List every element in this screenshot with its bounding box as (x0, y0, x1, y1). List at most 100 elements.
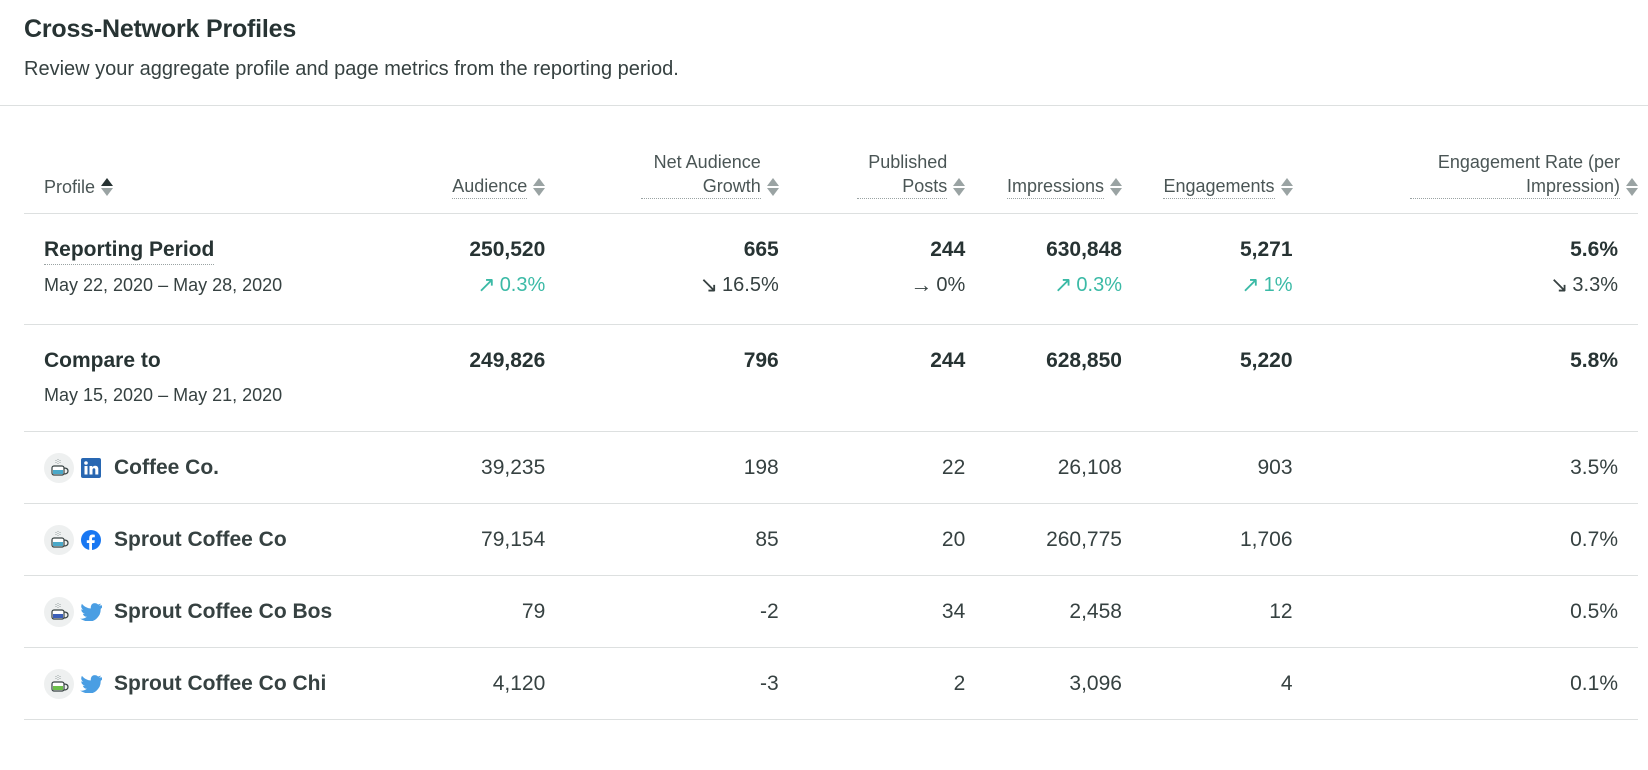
engagement-rate-value: 5.8% (1570, 349, 1618, 372)
net-growth-value: 85 (545, 503, 779, 576)
audience-value: 39,235 (413, 431, 546, 504)
net-growth-value: -3 (545, 647, 779, 720)
engagements-value: 5,220 (1239, 349, 1293, 372)
table-header-row: Profile Audience Net Audience Growth Pub… (24, 150, 1638, 214)
profile-name[interactable]: Sprout Coffee Co Bos (114, 599, 333, 623)
sort-icon[interactable] (1280, 178, 1293, 196)
engagements-value: 12 (1121, 575, 1293, 648)
engagements-value: 903 (1121, 431, 1293, 504)
audience-value: 249,826 (469, 349, 546, 372)
table-row: Sprout Coffee Co 79,154 85 20 260,775 1,… (24, 503, 1638, 576)
compare-period-label: Compare to (44, 349, 161, 372)
coffee-cup-avatar-icon (44, 668, 74, 699)
impressions-value: 630,848 (1046, 238, 1122, 261)
engagements-cell: 5,271 ↗ 1% (1121, 213, 1293, 325)
net-growth-change: ↘ 16.5% (699, 272, 779, 297)
net-growth-value: -2 (545, 575, 779, 648)
impressions-value: 26,108 (965, 431, 1122, 504)
column-header-label: Published Posts (857, 150, 948, 199)
trend-up-icon: ↗ (1053, 272, 1073, 297)
sort-icon[interactable] (1626, 178, 1638, 196)
profiles-table: Profile Audience Net Audience Growth Pub… (24, 150, 1638, 720)
posts-value: 34 (778, 575, 966, 648)
compare-period-row: Compare to May 15, 2020 – May 21, 2020 2… (24, 324, 1638, 432)
reporting-period-dates: May 22, 2020 – May 28, 2020 (44, 275, 283, 295)
engagement-rate-value: 3.5% (1292, 431, 1638, 504)
sort-icon[interactable] (953, 178, 966, 196)
engagement-rate-value: 0.5% (1292, 575, 1638, 648)
net-growth-value: 198 (545, 431, 779, 504)
trend-up-icon: ↗ (1241, 272, 1260, 297)
trend-down-icon: ↘ (1549, 272, 1569, 297)
twitter-icon (80, 601, 102, 623)
engagements-value: 5,271 (1239, 238, 1293, 261)
audience-value: 4,120 (413, 647, 546, 720)
column-header-label: Profile (44, 177, 96, 197)
audience-value: 79 (413, 575, 546, 648)
audience-cell: 250,520 ↗ 0.3% (413, 213, 546, 325)
table-row: Sprout Coffee Co Bos 79 -2 34 2,458 12 0… (24, 575, 1638, 648)
profile-name[interactable]: Coffee Co. (114, 455, 219, 479)
column-header-engagement-rate[interactable]: Engagement Rate (per Impression) (1292, 150, 1638, 214)
posts-cell: 244 → 0% (778, 213, 966, 325)
twitter-icon (80, 673, 102, 695)
trend-down-icon: ↘ (699, 272, 719, 297)
profile-name[interactable]: Sprout Coffee Co (114, 527, 287, 551)
impressions-value: 260,775 (965, 503, 1122, 576)
sort-icon[interactable] (101, 178, 114, 196)
posts-value: 2 (778, 647, 966, 720)
reporting-period-cell: Reporting Period May 22, 2020 – May 28, … (24, 213, 414, 325)
table-row: Coffee Co. 39,235 198 22 26,108 903 3.5% (24, 431, 1638, 504)
page-title: Cross-Network Profiles (24, 15, 297, 43)
engagements-value: 4 (1121, 647, 1293, 720)
linkedin-icon (80, 457, 102, 479)
column-header-label: Engagement Rate (per Impression) (1410, 150, 1620, 199)
column-header-published-posts[interactable]: Published Posts (778, 150, 966, 214)
impressions-value: 3,096 (965, 647, 1122, 720)
impressions-cell: 630,848 ↗ 0.3% (965, 213, 1122, 325)
column-header-label: Net Audience Growth (640, 150, 761, 199)
engagement-rate-value: 0.1% (1292, 647, 1638, 720)
net-growth-cell: 665 ↘ 16.5% (545, 213, 779, 325)
sort-icon[interactable] (1109, 178, 1122, 196)
coffee-cup-avatar-icon (44, 596, 74, 627)
page-subtitle: Review your aggregate profile and page m… (24, 58, 679, 80)
column-header-net-audience-growth[interactable]: Net Audience Growth (545, 150, 779, 214)
audience-change: ↗ 0.3% (477, 272, 546, 297)
trend-up-icon: ↗ (477, 272, 496, 297)
engagements-value: 1,706 (1121, 503, 1293, 576)
posts-value: 22 (778, 431, 966, 504)
engagement-rate-cell: 5.6% ↘ 3.3% (1292, 213, 1638, 325)
table-row: Sprout Coffee Co Chi 4,120 -3 2 3,096 4 … (24, 647, 1638, 720)
column-header-label: Audience (452, 174, 528, 199)
column-header-audience[interactable]: Audience (413, 150, 546, 214)
posts-change: → 0% (910, 272, 966, 297)
compare-period-dates: May 15, 2020 – May 21, 2020 (44, 385, 283, 405)
engagement-rate-value: 5.6% (1570, 238, 1618, 261)
coffee-cup-avatar-icon (44, 524, 74, 555)
compare-period-cell: Compare to May 15, 2020 – May 21, 2020 (24, 324, 414, 432)
reporting-period-label[interactable]: Reporting Period (44, 236, 215, 265)
reporting-period-row: Reporting Period May 22, 2020 – May 28, … (24, 213, 1638, 325)
column-header-profile[interactable]: Profile (24, 150, 414, 214)
column-header-label: Engagements (1163, 174, 1275, 199)
trend-flat-icon: → (910, 272, 933, 297)
column-header-impressions[interactable]: Impressions (965, 150, 1122, 214)
posts-value: 244 (930, 349, 966, 372)
posts-value: 20 (778, 503, 966, 576)
net-growth-value: 796 (743, 349, 779, 372)
facebook-icon (80, 529, 102, 551)
audience-value: 250,520 (469, 238, 546, 261)
impressions-change: ↗ 0.3% (1053, 272, 1122, 297)
impressions-value: 628,850 (1046, 349, 1122, 372)
engagement-rate-value: 0.7% (1292, 503, 1638, 576)
posts-value: 244 (930, 238, 966, 261)
profile-name[interactable]: Sprout Coffee Co Chi (114, 671, 327, 695)
net-growth-value: 665 (743, 238, 779, 261)
impressions-value: 2,458 (965, 575, 1122, 648)
coffee-cup-avatar-icon (44, 452, 74, 483)
column-header-engagements[interactable]: Engagements (1121, 150, 1293, 214)
column-header-label: Impressions (1006, 174, 1104, 199)
sort-icon[interactable] (766, 178, 779, 196)
sort-icon[interactable] (533, 178, 546, 196)
